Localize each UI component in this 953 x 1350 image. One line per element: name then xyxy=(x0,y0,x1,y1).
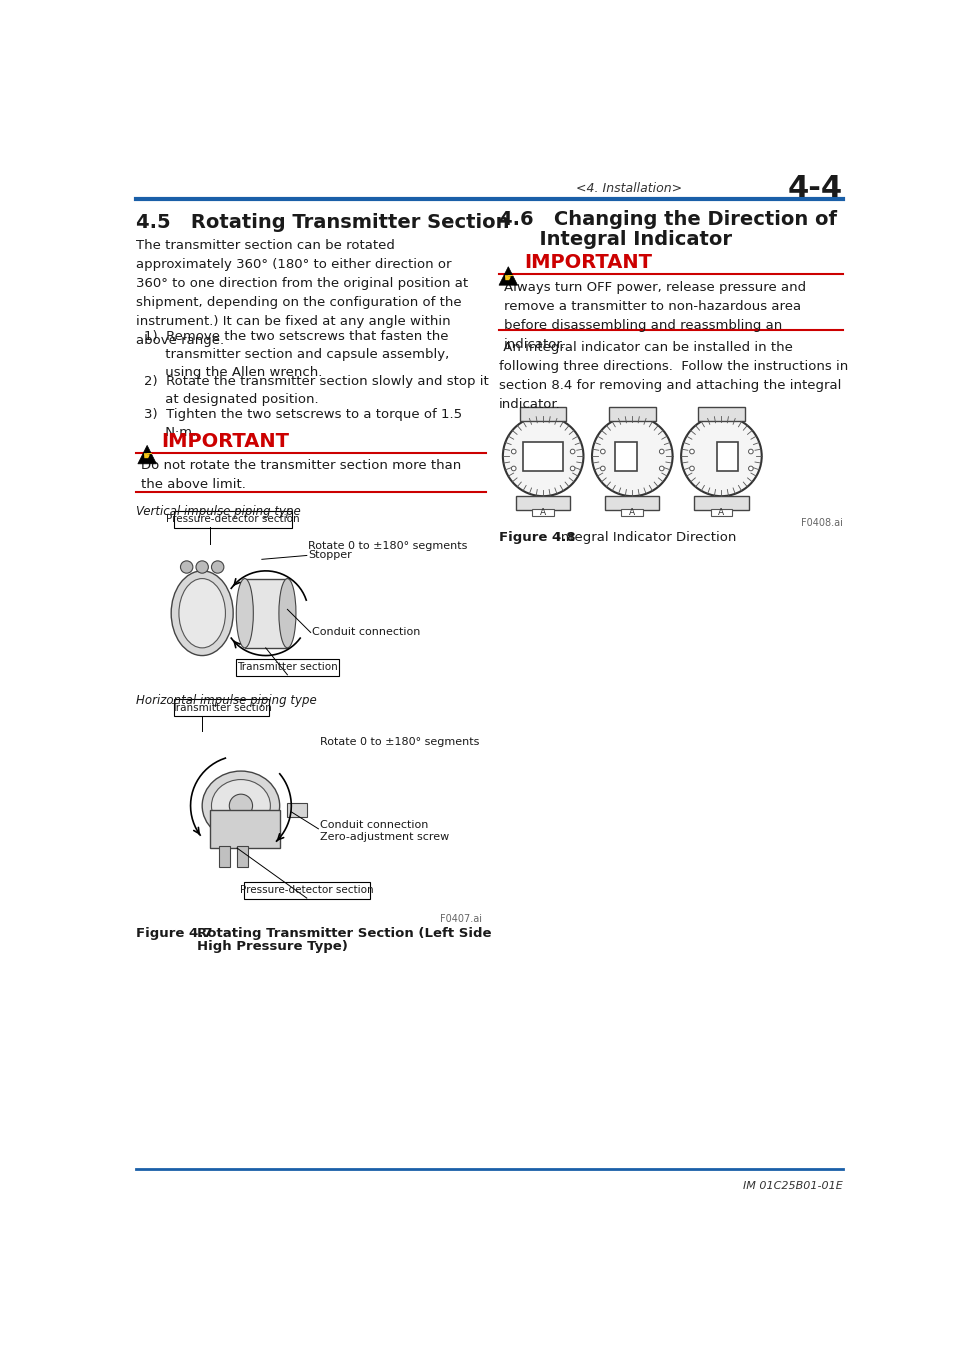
Text: F0408.ai: F0408.ai xyxy=(801,518,842,528)
Circle shape xyxy=(195,560,208,574)
Text: 3)  Tighten the two setscrews to a torque of 1.5
     N·m.: 3) Tighten the two setscrews to a torque… xyxy=(144,409,461,439)
Text: The transmitter section can be rotated
approximately 360° (180° to either direct: The transmitter section can be rotated a… xyxy=(136,239,468,347)
Text: 2)  Rotate the transmitter section slowly and stop it
     at designated positio: 2) Rotate the transmitter section slowly… xyxy=(144,374,488,405)
Circle shape xyxy=(212,560,224,574)
Text: Pressure-detector section: Pressure-detector section xyxy=(240,886,374,895)
Text: 4.5   Rotating Transmitter Section: 4.5 Rotating Transmitter Section xyxy=(136,212,509,232)
Ellipse shape xyxy=(171,571,233,656)
Text: Figure 4.7: Figure 4.7 xyxy=(136,926,213,940)
Text: Integral Indicator Direction: Integral Indicator Direction xyxy=(557,531,736,544)
Text: Figure 4.8: Figure 4.8 xyxy=(498,531,575,544)
Circle shape xyxy=(511,450,516,454)
Bar xyxy=(615,441,637,471)
Circle shape xyxy=(748,450,753,454)
Circle shape xyxy=(599,450,604,454)
Bar xyxy=(522,441,562,471)
Text: High Pressure Type): High Pressure Type) xyxy=(196,941,347,953)
Bar xyxy=(287,803,307,817)
Text: F0407.ai: F0407.ai xyxy=(439,914,481,923)
Text: Rotate 0 to ±180° segments: Rotate 0 to ±180° segments xyxy=(308,541,467,551)
Text: Do not rotate the transmitter section more than
the above limit.: Do not rotate the transmitter section mo… xyxy=(141,459,460,491)
Text: Transmitter section: Transmitter section xyxy=(171,703,272,713)
Circle shape xyxy=(570,466,575,471)
Circle shape xyxy=(511,466,516,471)
Bar xyxy=(519,406,566,421)
Ellipse shape xyxy=(236,579,253,648)
Text: Conduit connection: Conduit connection xyxy=(312,628,420,637)
Text: Always turn OFF power, release pressure and
remove a transmitter to non-hazardou: Always turn OFF power, release pressure … xyxy=(503,281,805,351)
Text: Horizontal impulse piping type: Horizontal impulse piping type xyxy=(136,694,316,707)
Text: Rotating Transmitter Section (Left Side: Rotating Transmitter Section (Left Side xyxy=(196,926,491,940)
Text: ☛: ☛ xyxy=(503,273,513,282)
Text: Integral Indicator: Integral Indicator xyxy=(498,230,731,248)
Ellipse shape xyxy=(278,579,295,648)
Text: 4-4: 4-4 xyxy=(787,174,842,204)
Text: Vertical impulse piping type: Vertical impulse piping type xyxy=(136,505,301,518)
Text: A: A xyxy=(718,508,723,517)
Text: Zero-adjustment screw: Zero-adjustment screw xyxy=(319,833,449,842)
Circle shape xyxy=(659,466,663,471)
Circle shape xyxy=(680,416,760,497)
Bar xyxy=(532,509,554,516)
Text: An integral indicator can be installed in the
following three directions.  Follo: An integral indicator can be installed i… xyxy=(498,340,847,410)
Polygon shape xyxy=(137,446,156,464)
Circle shape xyxy=(180,560,193,574)
Bar xyxy=(710,509,732,516)
FancyBboxPatch shape xyxy=(244,882,369,899)
Text: Pressure-detector section: Pressure-detector section xyxy=(166,514,299,524)
Circle shape xyxy=(599,466,604,471)
FancyBboxPatch shape xyxy=(174,510,292,528)
Bar xyxy=(698,406,744,421)
Text: IMPORTANT: IMPORTANT xyxy=(523,254,651,273)
Ellipse shape xyxy=(212,779,270,832)
Bar xyxy=(604,497,659,510)
Bar xyxy=(716,441,738,471)
Circle shape xyxy=(502,416,583,497)
Bar xyxy=(210,810,279,848)
Text: Stopper: Stopper xyxy=(308,551,352,560)
Text: ☛: ☛ xyxy=(142,451,152,462)
Circle shape xyxy=(592,416,672,497)
Text: Rotate 0 to ±180° segments: Rotate 0 to ±180° segments xyxy=(319,737,478,747)
Text: IM 01C25B01-01E: IM 01C25B01-01E xyxy=(742,1181,842,1191)
Bar xyxy=(608,406,655,421)
FancyBboxPatch shape xyxy=(236,659,338,675)
Polygon shape xyxy=(498,267,517,285)
Text: <4. Installation>: <4. Installation> xyxy=(576,182,682,196)
Text: IMPORTANT: IMPORTANT xyxy=(161,432,289,451)
Ellipse shape xyxy=(179,579,225,648)
Circle shape xyxy=(689,466,694,471)
Ellipse shape xyxy=(229,794,253,817)
Bar xyxy=(236,845,248,867)
Bar xyxy=(620,509,642,516)
FancyBboxPatch shape xyxy=(174,699,269,717)
Circle shape xyxy=(689,450,694,454)
Text: Transmitter section: Transmitter section xyxy=(236,662,337,672)
Circle shape xyxy=(748,466,753,471)
Bar xyxy=(516,497,570,510)
Circle shape xyxy=(659,450,663,454)
Ellipse shape xyxy=(202,771,279,840)
Text: 1)  Remove the two setscrews that fasten the
     transmitter section and capsul: 1) Remove the two setscrews that fasten … xyxy=(144,329,449,379)
Text: 4.6   Changing the Direction of: 4.6 Changing the Direction of xyxy=(498,211,836,230)
Bar xyxy=(219,845,230,867)
Bar xyxy=(245,579,287,648)
Text: Conduit connection: Conduit connection xyxy=(319,819,428,830)
Text: A: A xyxy=(539,508,546,517)
Text: A: A xyxy=(629,508,635,517)
Circle shape xyxy=(570,450,575,454)
Bar xyxy=(694,497,748,510)
